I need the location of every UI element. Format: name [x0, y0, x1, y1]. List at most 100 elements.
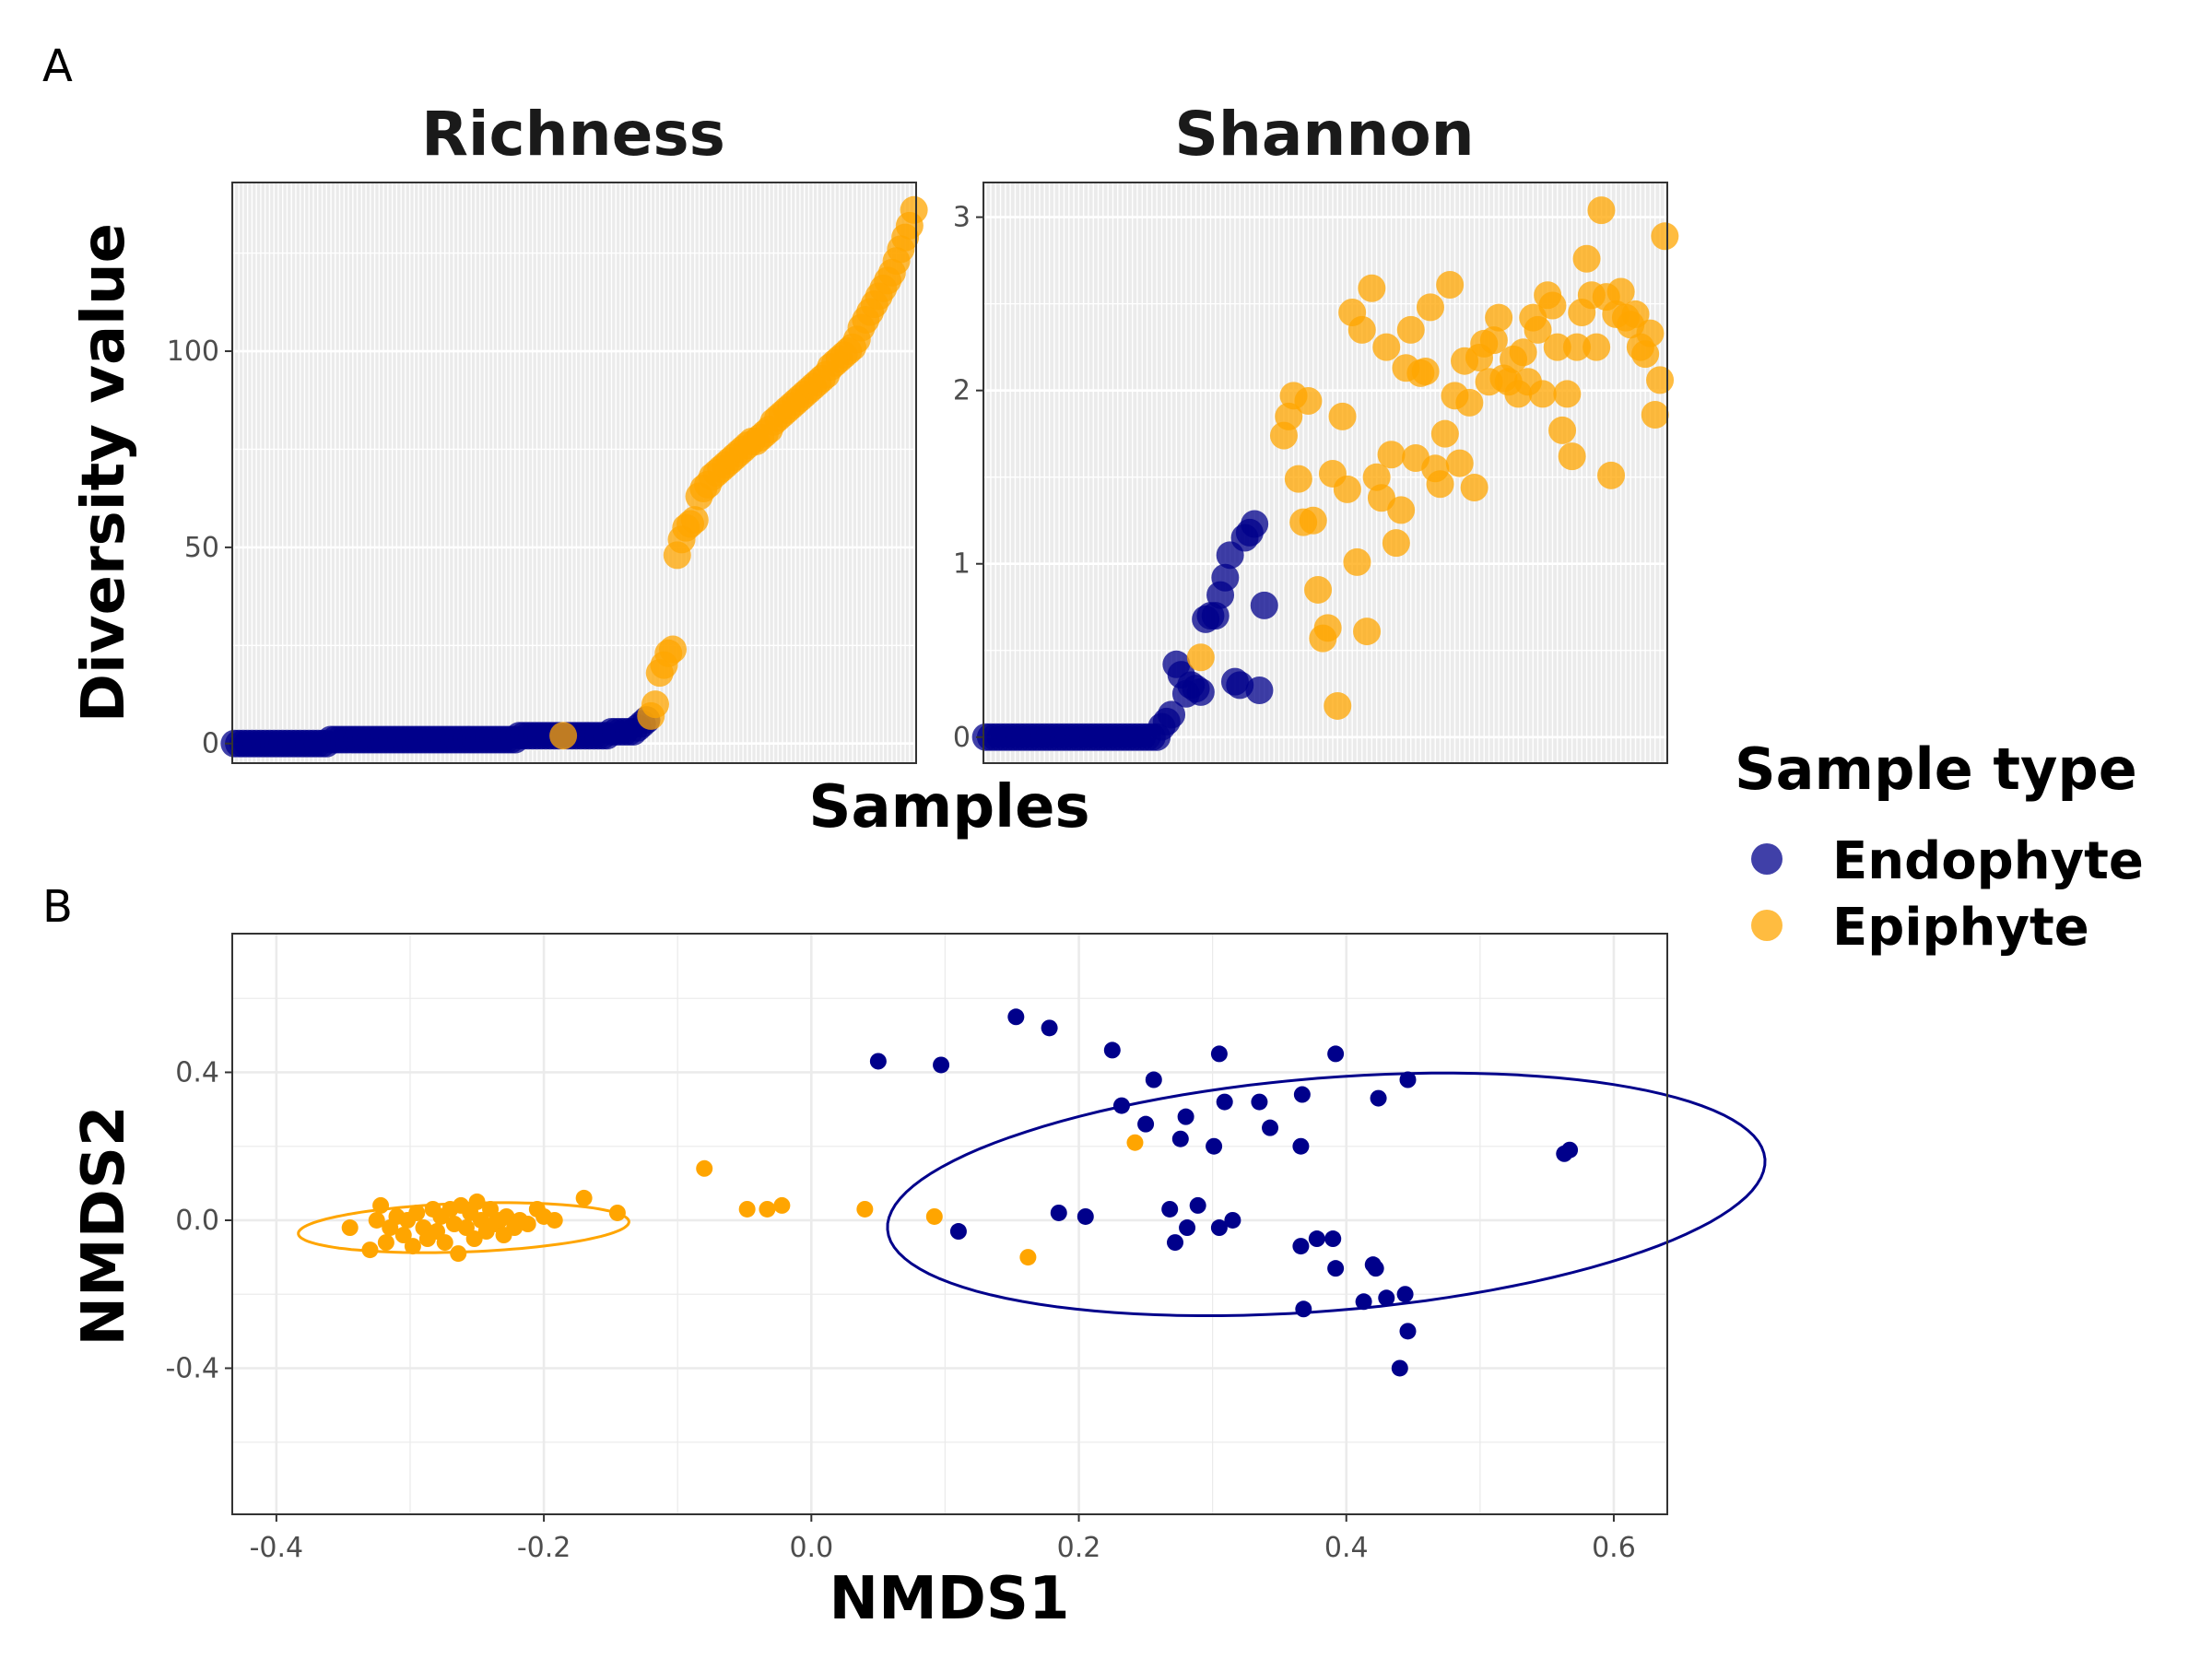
nmds-point-epiphyte	[408, 1204, 426, 1221]
nmds-point-epiphyte	[759, 1200, 776, 1218]
shannon-point-epiphyte	[1426, 470, 1454, 499]
nmds-point-endophyte	[1292, 1238, 1310, 1255]
nmds-point-endophyte	[1262, 1119, 1279, 1136]
shannon-point-epiphyte	[1524, 315, 1552, 344]
nmds-point-endophyte	[949, 1223, 967, 1241]
shannon-point-epiphyte	[1411, 357, 1440, 385]
shannon-point-endophyte	[1245, 677, 1274, 705]
richness-facet: Richness 0 50 100	[167, 99, 928, 764]
legend-label-epiphyte: Epiphyte	[1832, 898, 2089, 958]
shannon-point-epiphyte	[1548, 416, 1577, 444]
legend-key-endophyte	[1751, 843, 1783, 875]
nmds-point-endophyte	[1327, 1045, 1345, 1063]
nmds-point-epiphyte	[404, 1238, 421, 1255]
shannon-point-epiphyte	[1186, 643, 1215, 672]
nmds-point-epiphyte	[341, 1219, 359, 1237]
shannon-point-epiphyte	[1538, 291, 1567, 320]
shannon-point-endophyte	[1250, 591, 1278, 619]
shannon-point-epiphyte	[1445, 449, 1474, 477]
nmds-point-endophyte	[1103, 1041, 1121, 1059]
shannon-point-epiphyte	[1479, 326, 1508, 355]
nmds-point-endophyte	[1324, 1230, 1342, 1248]
richness-point-epiphyte	[900, 195, 928, 224]
shannon-point-epiphyte	[1324, 691, 1352, 720]
nmds-point-epiphyte	[546, 1211, 563, 1229]
shannon-point-epiphyte	[1606, 277, 1635, 306]
nmds-marks	[341, 1008, 1579, 1377]
nmds-point-endophyte	[1224, 1211, 1241, 1229]
nmds-x-tick-label: 0.0	[789, 1532, 833, 1564]
nmds-point-epiphyte	[377, 1234, 394, 1252]
shannon-facet-title: Shannon	[1174, 99, 1474, 170]
shannon-point-epiphyte	[1646, 366, 1675, 394]
nmds-point-epiphyte	[482, 1200, 500, 1218]
nmds-point-endophyte	[1355, 1293, 1372, 1311]
shannon-marks	[971, 196, 1679, 751]
nmds-point-endophyte	[1210, 1219, 1228, 1237]
ellipse-endophyte	[886, 1071, 1767, 1317]
richness-plot-border	[231, 182, 917, 764]
legend-key-epiphyte	[1751, 910, 1783, 941]
shannon-y-ticks: 0 1 2 3	[953, 202, 983, 754]
shannon-point-epiphyte	[1583, 333, 1611, 361]
shannon-point-epiphyte	[1313, 614, 1342, 642]
shannon-point-epiphyte	[1631, 340, 1660, 369]
shannon-point-epiphyte	[1372, 333, 1401, 361]
richness-y-tick-label: 50	[184, 532, 219, 564]
nmds-point-epiphyte	[394, 1227, 412, 1244]
nmds-x-tick-label: 0.6	[1592, 1532, 1636, 1564]
nmds-point-endophyte	[1292, 1137, 1310, 1155]
panel-a-tag: A	[42, 41, 73, 92]
shannon-y-tick-label: 1	[953, 548, 971, 581]
nmds-x-tick-label: -0.2	[517, 1532, 571, 1564]
nmds-point-endophyte	[1137, 1115, 1155, 1133]
nmds-point-epiphyte	[436, 1234, 453, 1252]
nmds-point-endophyte	[1167, 1234, 1184, 1252]
nmds-point-endophyte	[1112, 1097, 1130, 1114]
nmds-point-endophyte	[933, 1056, 950, 1074]
nmds-point-endophyte	[1077, 1207, 1094, 1225]
shannon-point-epiphyte	[1621, 300, 1650, 328]
legend: Sample type Endophyte Epiphyte	[1735, 735, 2144, 958]
shannon-point-endophyte	[1241, 510, 1269, 538]
shannon-point-epiphyte	[1382, 529, 1410, 558]
nmds-point-endophyte	[1399, 1323, 1417, 1340]
nmds-point-endophyte	[1145, 1071, 1162, 1088]
shannon-y-tick-label: 2	[953, 375, 971, 407]
nmds-y-tick-label: 0.0	[175, 1205, 219, 1237]
richness-point-epiphyte	[641, 690, 669, 719]
nmds-point-endophyte	[1206, 1137, 1223, 1155]
nmds-point-epiphyte	[575, 1189, 593, 1206]
shannon-point-epiphyte	[1333, 475, 1361, 503]
nmds-point-endophyte	[1295, 1300, 1312, 1318]
shannon-point-epiphyte	[1377, 441, 1406, 469]
shannon-point-epiphyte	[1416, 293, 1444, 322]
nmds-point-epiphyte	[856, 1200, 874, 1218]
shannon-point-epiphyte	[1387, 496, 1416, 524]
nmds-y-tick-label: 0.4	[175, 1056, 219, 1088]
nmds-point-endophyte	[1378, 1289, 1395, 1307]
shannon-point-epiphyte	[1347, 315, 1376, 344]
nmds-point-endophyte	[1391, 1359, 1408, 1377]
nmds-point-epiphyte	[519, 1216, 536, 1232]
nmds-point-endophyte	[1216, 1093, 1233, 1111]
nmds-panel: -0.4 -0.2 0.0 0.2 0.4 0.6 -0.4 0.0 0.4 NMDS1 NM…	[70, 933, 1767, 1633]
nmds-point-endophyte	[1179, 1219, 1196, 1237]
shannon-y-tick-label: 0	[953, 722, 971, 754]
nmds-point-epiphyte	[925, 1207, 943, 1225]
legend-title: Sample type	[1735, 735, 2137, 803]
nmds-point-endophyte	[869, 1053, 887, 1070]
nmds-point-endophyte	[1396, 1286, 1414, 1303]
richness-y-ticks: 0 50 100	[167, 335, 232, 760]
nmds-point-epiphyte	[1126, 1134, 1144, 1151]
richness-marks	[220, 195, 928, 758]
richness-y-tick-label: 100	[167, 335, 219, 368]
shannon-point-epiphyte	[1641, 401, 1669, 429]
shannon-point-epiphyte	[1651, 222, 1679, 251]
shannon-point-endophyte	[1211, 563, 1240, 592]
nmds-point-epiphyte	[361, 1241, 379, 1259]
nmds-point-endophyte	[1171, 1130, 1189, 1147]
shannon-point-endophyte	[1186, 677, 1215, 706]
shannon-point-epiphyte	[1485, 303, 1513, 332]
